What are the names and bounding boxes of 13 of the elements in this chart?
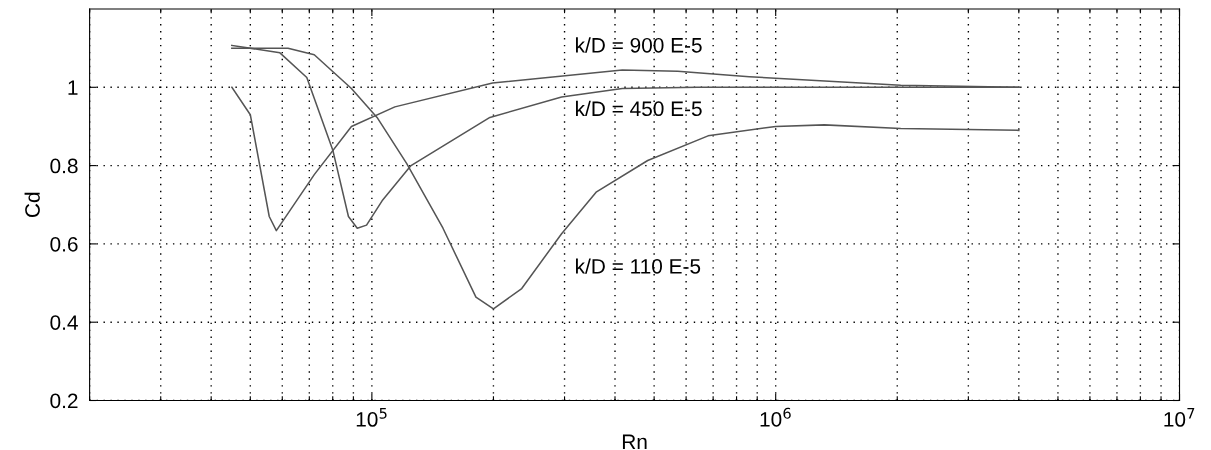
y-tick-label: 1 (68, 80, 78, 95)
y-axis-title: Cd (24, 192, 40, 218)
x-tick-label: 10$^{7}$ (1164, 407, 1195, 427)
y-tick-label: 0.6 (50, 236, 78, 252)
x-axis-title: Rn (622, 434, 647, 449)
series-label: k/D = 900 E-5 (576, 37, 702, 53)
x-tick-label: 10$^{6}$ (760, 407, 791, 427)
x-tick-label: 10$^{5}$ (356, 407, 387, 427)
series-label: k/D = 110 E-5 (576, 258, 701, 274)
y-tick-label: 0.4 (50, 315, 78, 330)
y-tick-label: 0.8 (50, 158, 78, 174)
series-label: k/D = 450 E-5 (576, 100, 702, 117)
y-tick-label: 0.2 (50, 393, 78, 409)
